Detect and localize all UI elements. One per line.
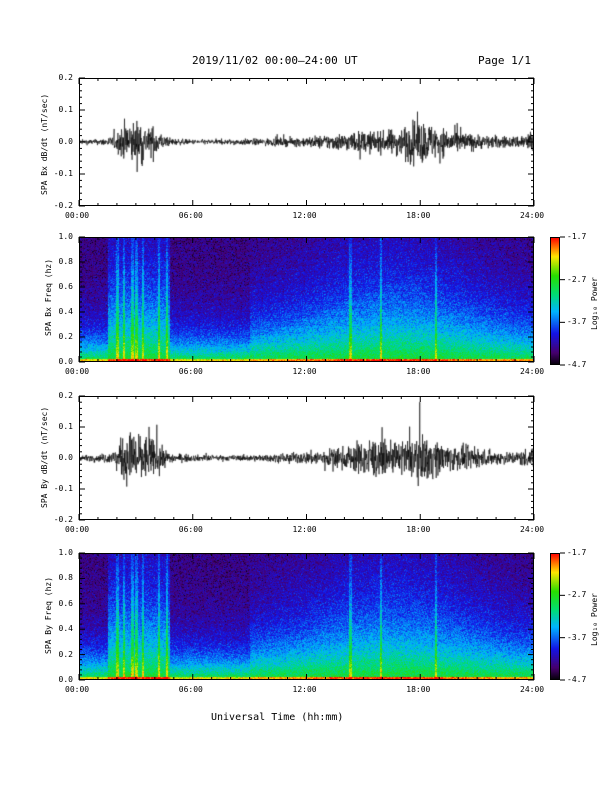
y-tick-label: 0.0: [58, 453, 73, 462]
x-tick-label: 00:00: [65, 211, 90, 220]
x-tick-label: 06:00: [178, 685, 203, 694]
y-tick-label: 0.6: [58, 598, 73, 608]
y-tick-label: 1.0: [58, 232, 73, 241]
x-tick-label: 00:00: [65, 525, 90, 534]
x-tick-label: 24:00: [520, 211, 545, 220]
y-tick-label: 0.2: [58, 332, 73, 341]
colorbar-tick-label: -2.7: [567, 590, 587, 600]
y-tick-label: 0.0: [58, 357, 73, 366]
colorbar-tick-label: -3.7: [567, 317, 587, 327]
x-tick-label: 12:00: [292, 211, 317, 220]
x-tick-label: 18:00: [406, 525, 431, 534]
x-tick-label: 06:00: [178, 367, 203, 376]
by-colorbar: [550, 553, 560, 680]
x-tick-label: 06:00: [178, 525, 203, 534]
x-tick-label: 12:00: [292, 367, 317, 376]
y-tick-label: 0.0: [58, 675, 73, 684]
y-tick-label: 1.0: [58, 548, 73, 557]
y-tick-label: 0.4: [58, 624, 73, 634]
bx-dbdt-trace: [79, 78, 534, 206]
by-dbdt-trace: [79, 396, 534, 520]
y-tick-label: 0.4: [58, 307, 73, 316]
colorbar-tick-label: -4.7: [567, 360, 587, 369]
x-tick-label: 18:00: [406, 685, 431, 694]
y-tick-label: 0.1: [58, 422, 73, 431]
y-tick-label: -0.2: [53, 515, 73, 524]
x-tick-label: 12:00: [292, 685, 317, 694]
x-tick-label: 00:00: [65, 685, 90, 694]
x-axis-label: Universal Time (hh:mm): [211, 712, 344, 723]
page-indicator: Page 1/1: [478, 54, 531, 67]
by-spectrogram-image: [79, 553, 534, 680]
x-tick-label: 24:00: [520, 525, 545, 534]
x-tick-label: 12:00: [292, 525, 317, 534]
y-tick-label: -0.2: [53, 201, 73, 210]
y-tick-label: 0.6: [58, 282, 73, 291]
x-tick-label: 24:00: [520, 367, 545, 376]
y-tick-label: 0.2: [58, 391, 73, 400]
bx-colorbar-frame: [550, 237, 560, 365]
x-tick-label: 06:00: [178, 211, 203, 220]
bx-colorbar: [550, 237, 560, 365]
x-tick-label: 00:00: [65, 367, 90, 376]
colorbar-tick-label: -2.7: [567, 274, 587, 284]
by-colorbar-frame: [550, 553, 560, 680]
colorbar-tick-label: -4.7: [567, 675, 587, 684]
y-tick-label: 0.8: [58, 257, 73, 266]
colorbar-tick-label: -3.7: [567, 632, 587, 642]
y-tick-label: 0.2: [58, 73, 73, 82]
colorbar-tick-label: -1.7: [567, 548, 587, 557]
y-tick-label: -0.1: [53, 484, 73, 493]
plot-title: 2019/11/02 00:00–24:00 UT: [192, 54, 358, 67]
bx-spectrogram-image: [79, 237, 534, 362]
y-tick-label: 0.8: [58, 573, 73, 583]
x-tick-label: 18:00: [406, 211, 431, 220]
y-tick-label: 0.1: [58, 105, 73, 114]
y-tick-label: 0.0: [58, 137, 73, 146]
colorbar-tick-label: -1.7: [567, 232, 587, 241]
x-tick-label: 24:00: [520, 685, 545, 694]
x-tick-label: 18:00: [406, 367, 431, 376]
y-tick-label: -0.1: [53, 169, 73, 178]
y-tick-label: 0.2: [58, 649, 73, 659]
